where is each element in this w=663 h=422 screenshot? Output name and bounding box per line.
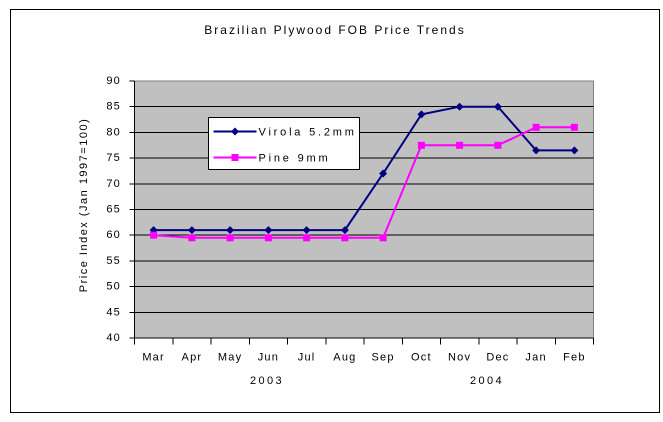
svg-text:75: 75 xyxy=(106,152,121,164)
svg-text:Sep: Sep xyxy=(372,352,395,364)
svg-text:Mar: Mar xyxy=(142,352,165,364)
svg-text:Pine 9mm: Pine 9mm xyxy=(259,153,331,165)
svg-text:Dec: Dec xyxy=(486,352,509,364)
svg-text:Brazilian Plywood FOB Price Tr: Brazilian Plywood FOB Price Trends xyxy=(204,23,465,37)
svg-text:70: 70 xyxy=(106,178,121,190)
svg-text:Jul: Jul xyxy=(298,352,316,364)
svg-text:90: 90 xyxy=(106,75,121,87)
svg-text:Virola 5.2mm: Virola 5.2mm xyxy=(259,127,357,139)
svg-text:Apr: Apr xyxy=(182,352,203,364)
svg-text:Oct: Oct xyxy=(411,352,432,364)
svg-text:2004: 2004 xyxy=(470,375,504,387)
svg-text:40: 40 xyxy=(106,332,121,344)
svg-text:50: 50 xyxy=(106,281,121,293)
svg-text:60: 60 xyxy=(106,229,121,241)
svg-text:Price Index (Jan 1997=100): Price Index (Jan 1997=100) xyxy=(78,118,90,292)
svg-text:85: 85 xyxy=(106,101,121,113)
svg-text:65: 65 xyxy=(106,204,121,216)
svg-text:Jun: Jun xyxy=(258,352,279,364)
svg-text:May: May xyxy=(218,352,242,364)
svg-text:55: 55 xyxy=(106,255,121,267)
svg-text:45: 45 xyxy=(106,306,121,318)
svg-text:2003: 2003 xyxy=(250,375,284,387)
svg-text:Aug: Aug xyxy=(333,352,356,364)
svg-text:Jan: Jan xyxy=(525,352,546,364)
svg-text:80: 80 xyxy=(106,126,121,138)
svg-text:Nov: Nov xyxy=(448,352,471,364)
svg-text:Feb: Feb xyxy=(563,352,586,364)
